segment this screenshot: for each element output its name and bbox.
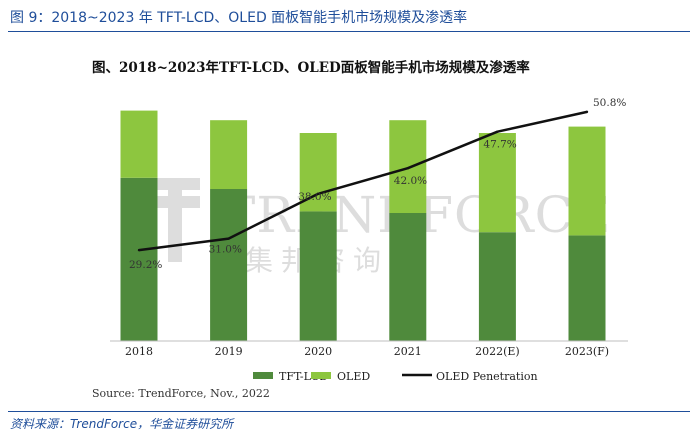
- legend: TFT-LCD OLED OLED Penetration: [253, 370, 538, 383]
- bar-tft-lcd-2018: [120, 177, 158, 341]
- penetration-label-2023-f: 50.8%: [593, 97, 626, 109]
- chart-title: 图、2018~2023年TFT-LCD、OLED面板智能手机市场规模及渗透率: [92, 59, 530, 76]
- x-tick-2021: 2021: [394, 345, 422, 358]
- bar-tft-lcd-2019: [210, 189, 248, 341]
- bar-oled-2022-e: [478, 133, 516, 233]
- watermark-logo-stem: [168, 178, 182, 262]
- source-footer: 资料来源：TrendForce，华金证券研究所: [10, 417, 234, 431]
- x-tick-2022-e: 2022(E): [475, 345, 520, 358]
- penetration-point-2023-f: [585, 110, 589, 114]
- legend-swatch-tft-lcd: [253, 372, 273, 379]
- figure-caption: 图 9：2018~2023 年 TFT-LCD、OLED 面板智能手机市场规模及…: [10, 10, 468, 26]
- penetration-point-2019: [227, 237, 230, 240]
- top-divider: [8, 31, 690, 32]
- penetration-label-2018: 29.2%: [129, 259, 162, 271]
- bar-oled-2018: [120, 110, 158, 178]
- penetration-point-2022-e: [496, 130, 499, 133]
- watermark-logo-bar-top: [150, 178, 200, 190]
- data-labels: 29.2% 31.0% 38.0% 42.0% 47.7% 50.8%: [129, 97, 626, 271]
- legend-swatch-oled: [311, 372, 331, 379]
- bottom-divider: [8, 411, 690, 412]
- x-tick-2020: 2020: [304, 345, 332, 358]
- penetration-label-2019: 31.0%: [209, 244, 242, 256]
- legend-label-oled-penetration: OLED Penetration: [436, 370, 538, 383]
- bar-group: [120, 110, 606, 341]
- bar-oled-2019: [210, 120, 248, 189]
- chart-source-note: Source: TrendForce, Nov., 2022: [92, 387, 270, 400]
- penetration-point-2020: [317, 192, 320, 195]
- bar-oled-2021: [389, 120, 427, 213]
- legend-label-oled: OLED: [337, 370, 370, 383]
- penetration-point-2018: [137, 248, 141, 252]
- oled-penetration-line: [138, 110, 588, 252]
- x-tick-2019: 2019: [215, 345, 243, 358]
- bar-tft-lcd-2022-e: [478, 232, 516, 341]
- penetration-label-2020: 38.0%: [298, 191, 331, 203]
- penetration-label-2022-e: 47.7%: [483, 139, 516, 151]
- x-tick-2023-f: 2023(F): [565, 345, 609, 358]
- penetration-label-2021: 42.0%: [394, 175, 427, 187]
- bar-tft-lcd-2021: [389, 213, 427, 341]
- bar-tft-lcd-2020: [299, 211, 337, 341]
- x-tick-2018: 2018: [125, 345, 153, 358]
- penetration-point-2021: [406, 167, 409, 170]
- bar-tft-lcd-2023-f: [568, 235, 606, 341]
- bar-oled-2023-f: [568, 126, 606, 236]
- x-tick-labels: 2018 2019 2020 2021 2022(E) 2023(F): [125, 345, 609, 358]
- bar-oled-2020: [299, 133, 337, 212]
- watermark-logo-bar-middle: [150, 196, 200, 208]
- penetration-line-group: [137, 110, 589, 252]
